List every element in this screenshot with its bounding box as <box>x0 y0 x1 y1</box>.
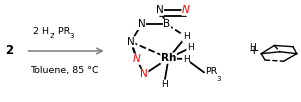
Text: B: B <box>163 19 171 29</box>
Text: H: H <box>250 43 256 52</box>
Text: N: N <box>140 69 148 79</box>
Text: , PR: , PR <box>52 27 70 36</box>
Text: +: + <box>249 44 260 58</box>
Text: N: N <box>182 5 190 15</box>
Text: N: N <box>138 19 145 29</box>
Text: PR: PR <box>205 67 217 76</box>
Text: 2: 2 <box>50 33 54 39</box>
Text: 2: 2 <box>5 44 14 58</box>
Text: H: H <box>187 43 194 52</box>
Text: 3: 3 <box>69 33 74 39</box>
Text: N: N <box>156 5 163 15</box>
Text: Toluene, 85 °C: Toluene, 85 °C <box>30 66 99 75</box>
Text: 2 H: 2 H <box>33 27 48 36</box>
Text: H: H <box>183 32 189 41</box>
Text: N: N <box>127 37 135 47</box>
Text: H: H <box>161 80 167 89</box>
Text: N: N <box>133 54 141 64</box>
Text: Rh: Rh <box>161 53 176 63</box>
Text: H: H <box>183 55 189 64</box>
Text: 3: 3 <box>216 76 221 81</box>
